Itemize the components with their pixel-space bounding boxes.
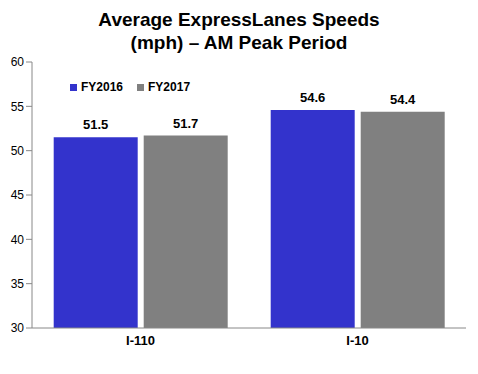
svg-text:51.5: 51.5: [83, 117, 108, 132]
html-text:Average ExpressLanes Speeds: Average ExpressLanes Speeds: [98, 9, 380, 30]
svg-text:60: 60: [11, 55, 25, 69]
svg-text:40: 40: [11, 233, 25, 247]
svg-text:50: 50: [11, 144, 25, 158]
svg-text:I-10: I-10: [346, 333, 368, 348]
svg-text:51.7: 51.7: [173, 116, 198, 131]
svg-text:55: 55: [11, 100, 25, 114]
svg-text:I-110: I-110: [126, 333, 155, 348]
svg-text:45: 45: [11, 188, 25, 202]
svg-text:54.6: 54.6: [300, 90, 325, 105]
svg-text:54.4: 54.4: [390, 92, 416, 107]
svg-text:30: 30: [11, 321, 25, 335]
html-text:FY2016: FY2016: [81, 80, 123, 94]
html-text:(mph) – AM Peak Period: (mph) – AM Peak Period: [130, 32, 348, 53]
html-text:FY2017: FY2017: [148, 80, 191, 94]
svg-text:35: 35: [11, 277, 25, 291]
